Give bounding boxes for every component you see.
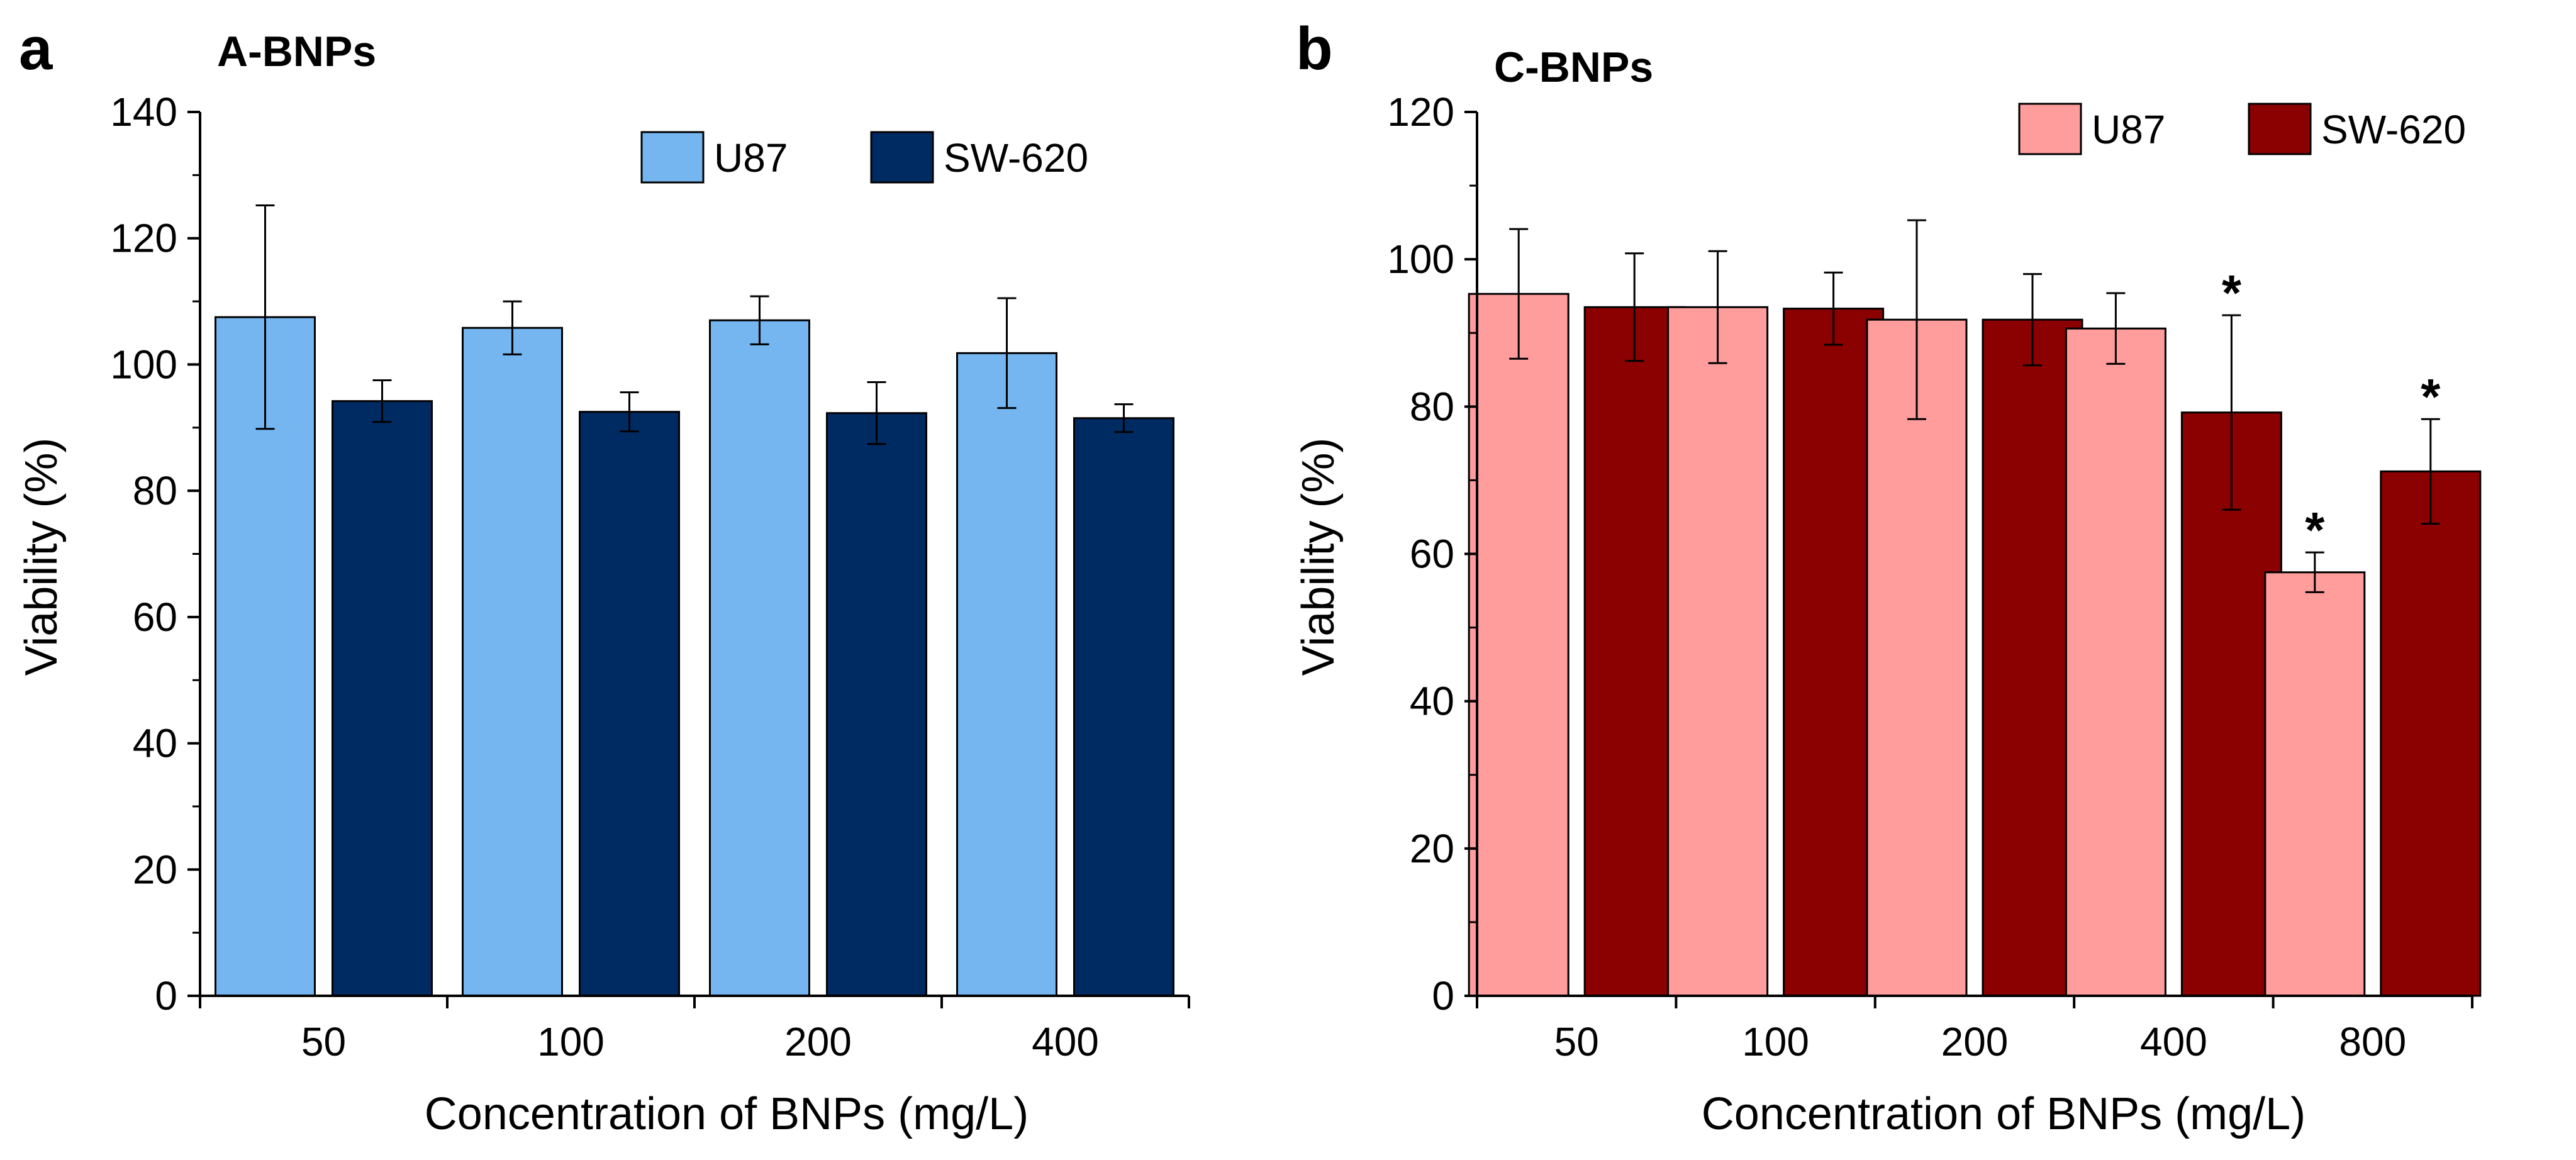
panel-b-x-axis-label: Concentration of BNPs (mg/L) [1702,1089,2306,1139]
y-tick-label: 100 [110,342,177,387]
bar-u87-50 [1468,293,1570,997]
panel-a-legend: U87 SW-620 [640,131,1088,184]
y-tick-label: 40 [133,721,177,766]
panel-b-y-axis-label: Viability (%) [1293,438,1344,676]
bar-sw620-50 [332,400,433,997]
panel-b-annotations: * * * [2222,265,2441,558]
x-tick-label: 400 [2140,1019,2207,1064]
y-tick-label: 0 [155,973,177,1018]
x-tick-label: 200 [784,1019,852,1064]
y-tick-label: 40 [1410,679,1454,724]
x-tick-label: 200 [1941,1019,2009,1064]
panel-b-axes: 0 20 40 60 80 100 120 50 100 200 400 800 [1387,89,2473,1064]
bar-sw620-100 [579,411,680,997]
panel-b-legend-label-u87: U87 [2092,107,2165,152]
x-tick-label: 50 [1554,1019,1599,1064]
bar-u87-800 [2264,571,2366,997]
bar-sw620-800 [2380,470,2482,997]
x-tick-label: 100 [1742,1019,1809,1064]
panel-a-error-bars [255,204,1134,445]
significance-star-sw620-400: * [2222,265,2242,321]
y-tick-label: 0 [1432,973,1454,1018]
x-tick-label: 400 [1032,1019,1099,1064]
bar-u87-50 [215,316,316,997]
y-tick-label: 60 [1410,532,1454,577]
panel-a-legend-label-u87: U87 [714,135,788,181]
panel-b-error-bars [1509,219,2440,593]
panel-a-legend-swatch-u87 [640,131,705,184]
bar-u87-200 [709,319,810,997]
bar-u87-400 [956,352,1057,997]
y-tick-label: 80 [1410,384,1454,429]
panel-b-chart: b C-BNPs Viability (%) Concentration of … [1293,15,2482,1139]
significance-star-sw620-800: * [2421,369,2441,425]
panel-a-chart: a A-BNPs Viability (%) Concentration of … [16,15,1190,1139]
panel-a-y-axis-label: Viability (%) [16,438,67,676]
y-tick-label: 60 [133,594,177,640]
y-tick-label: 20 [1410,826,1454,871]
y-tick-label: 100 [1387,237,1454,282]
x-tick-label: 100 [537,1019,605,1064]
bar-u87-100 [462,326,563,997]
panel-b-legend-swatch-sw620 [2248,103,2312,155]
y-tick-label: 20 [133,847,177,892]
bar-sw620-200 [826,412,927,997]
bar-u87-200 [1866,318,1968,997]
significance-star-u87-800: * [2305,502,2325,558]
panel-a-letter: a [19,15,53,82]
panel-b-legend-label-sw620: SW-620 [2321,107,2466,152]
bar-sw620-400 [1073,417,1174,997]
panel-a-axes: 0 20 40 60 80 100 120 140 50 100 200 400 [110,89,1190,1064]
bar-u87-100 [1667,306,1769,997]
panel-b-letter: b [1296,15,1333,82]
panel-a-x-axis-label: Concentration of BNPs (mg/L) [425,1089,1029,1139]
panel-a-title: A-BNPs [217,28,376,75]
panel-a-legend-swatch-sw620 [870,131,934,184]
x-tick-label: 50 [301,1019,346,1064]
panel-b-legend: U87 SW-620 [2018,103,2466,155]
y-tick-label: 120 [1387,89,1454,135]
y-tick-label: 80 [133,468,177,513]
panel-b-legend-swatch-u87 [2018,103,2082,155]
x-tick-label: 800 [2339,1019,2406,1064]
y-tick-label: 120 [110,216,177,261]
panel-b-bars [1468,293,2482,997]
panel-b-title: C-BNPs [1494,43,1653,91]
bar-u87-400 [2065,327,2166,997]
y-tick-label: 140 [110,89,177,135]
panel-a-bars [215,316,1174,997]
panel-a-legend-label-sw620: SW-620 [944,135,1088,181]
